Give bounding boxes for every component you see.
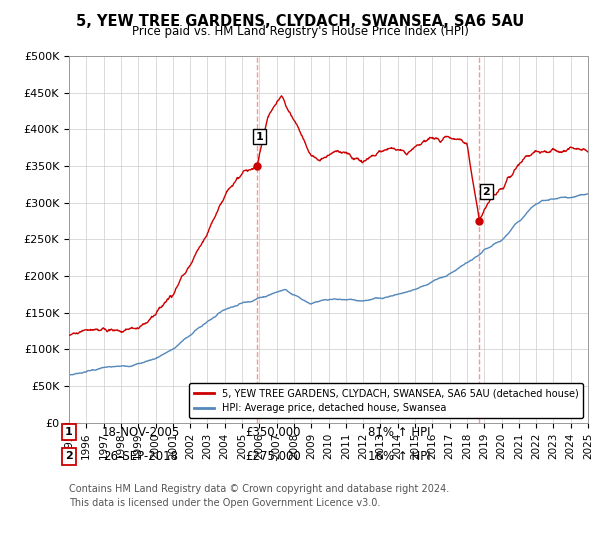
Text: 2: 2: [65, 451, 73, 461]
Text: 26-SEP-2018: 26-SEP-2018: [104, 450, 179, 463]
Legend: 5, YEW TREE GARDENS, CLYDACH, SWANSEA, SA6 5AU (detached house), HPI: Average pr: 5, YEW TREE GARDENS, CLYDACH, SWANSEA, S…: [190, 384, 583, 418]
Text: £275,000: £275,000: [245, 450, 301, 463]
Text: 2: 2: [482, 186, 490, 197]
Text: Price paid vs. HM Land Registry's House Price Index (HPI): Price paid vs. HM Land Registry's House …: [131, 25, 469, 38]
Text: Contains HM Land Registry data © Crown copyright and database right 2024.
This d: Contains HM Land Registry data © Crown c…: [69, 484, 449, 508]
Text: £350,000: £350,000: [245, 426, 301, 439]
Text: 1: 1: [256, 132, 263, 142]
Text: 1: 1: [65, 427, 73, 437]
Text: 5, YEW TREE GARDENS, CLYDACH, SWANSEA, SA6 5AU: 5, YEW TREE GARDENS, CLYDACH, SWANSEA, S…: [76, 14, 524, 29]
Text: 16% ↑ HPI: 16% ↑ HPI: [368, 450, 430, 463]
Text: 18-NOV-2005: 18-NOV-2005: [102, 426, 180, 439]
Text: 81% ↑ HPI: 81% ↑ HPI: [368, 426, 430, 439]
